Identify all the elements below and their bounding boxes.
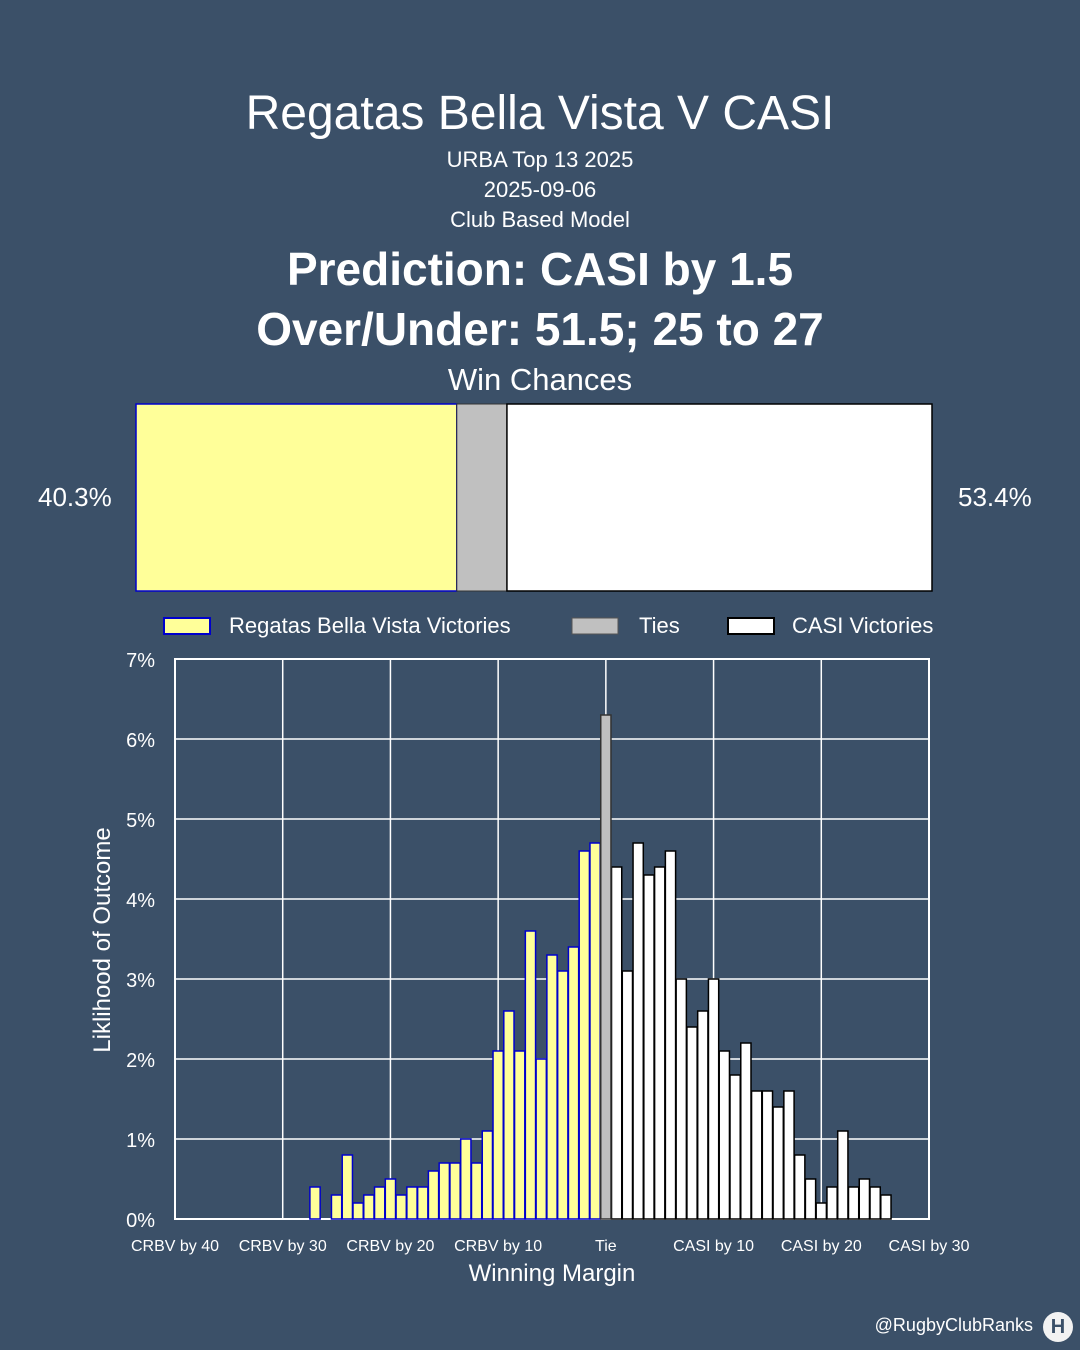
page-title: Regatas Bella Vista V CASI — [245, 87, 835, 140]
bar-away — [847, 1186, 860, 1220]
x-tick-label: CASI by 30 — [889, 1238, 970, 1255]
x-tick-label: CRBV by 40 — [131, 1238, 219, 1255]
bar-home — [524, 930, 537, 1220]
model-label: Club Based Model — [450, 207, 630, 232]
bar-home — [330, 1194, 343, 1220]
bar-away — [783, 1090, 795, 1220]
x-tick-label: CRBV by 30 — [239, 1238, 327, 1255]
x-tick-label: CRBV by 10 — [454, 1238, 542, 1255]
brand-logo-icon: H — [1043, 1312, 1073, 1342]
bar-away — [772, 1106, 785, 1220]
legend-swatch-tie — [571, 617, 619, 635]
bar-home — [503, 1010, 515, 1220]
bar-away — [740, 1042, 752, 1220]
bar-home — [492, 1050, 505, 1220]
bar-home — [416, 1186, 429, 1220]
bar-away — [610, 866, 623, 1220]
y-tick-label: 3% — [126, 970, 155, 992]
x-tick-label: CASI by 10 — [673, 1238, 754, 1255]
bar-home — [449, 1162, 461, 1220]
bar-home — [438, 1162, 451, 1220]
bar-away — [880, 1194, 892, 1220]
y-tick-label: 0% — [126, 1210, 155, 1232]
legend-swatch-away — [727, 617, 775, 635]
competition-label: URBA Top 13 2025 — [446, 147, 634, 172]
bar-home — [363, 1194, 375, 1220]
x-axis-label: Winning Margin — [469, 1260, 636, 1287]
win-bar-home — [135, 403, 458, 592]
bar-home — [470, 1162, 483, 1220]
bar-home — [513, 1050, 526, 1220]
bar-away — [696, 1010, 709, 1220]
bar-away — [621, 970, 634, 1220]
legend: Regatas Bella Vista Victories Ties CASI … — [163, 613, 933, 638]
legend-swatch-home — [163, 617, 211, 635]
bar-away — [761, 1090, 774, 1220]
bar-away — [643, 874, 655, 1220]
bar-away — [675, 978, 688, 1220]
bar-away — [793, 1154, 806, 1220]
win-bar-tie — [456, 403, 508, 592]
bar-home — [556, 970, 569, 1220]
bar-tie — [599, 714, 612, 1220]
bar-away — [858, 1178, 871, 1220]
prediction-text: Prediction: CASI by 1.5 — [286, 243, 794, 295]
bar-away — [826, 1186, 838, 1220]
y-tick-label: 4% — [126, 890, 155, 912]
away-win-percent: 53.4% — [958, 482, 1032, 512]
win-chances-bar — [135, 403, 933, 592]
twitter-handle: @RugbyClubRanks — [874, 1315, 1033, 1335]
bar-home — [535, 1058, 548, 1220]
bar-away — [664, 850, 677, 1220]
bar-home — [384, 1178, 397, 1220]
y-axis-label: Liklihood of Outcome — [89, 827, 116, 1052]
match-date: 2025-09-06 — [483, 177, 597, 202]
x-tick-label: CASI by 20 — [781, 1238, 862, 1255]
bar-home — [567, 946, 580, 1220]
bar-away — [707, 978, 720, 1220]
legend-label-tie: Ties — [639, 613, 680, 638]
bar-away — [836, 1130, 849, 1220]
y-tick-label: 5% — [126, 810, 155, 832]
bar-home — [373, 1186, 386, 1220]
bar-home — [481, 1130, 494, 1220]
bar-home — [578, 850, 591, 1220]
bar-home — [395, 1194, 408, 1220]
bar-home — [589, 842, 601, 1220]
legend-label-away: CASI Victories — [792, 613, 933, 638]
win-chances-title: Win Chances — [447, 362, 633, 397]
win-bar-away — [506, 403, 933, 592]
y-tick-label: 2% — [126, 1050, 155, 1072]
bar-away — [804, 1178, 817, 1220]
home-win-percent: 40.3% — [38, 482, 112, 512]
bar-away — [815, 1202, 828, 1220]
y-tick-label: 1% — [126, 1130, 155, 1152]
bar-away — [729, 1074, 741, 1220]
x-tick-label: Tie — [595, 1238, 617, 1255]
over-under-text: Over/Under: 51.5; 25 to 27 — [256, 303, 824, 355]
margin-plot: CRBV by 40 CRBV by 30 CRBV by 20 CRBV by 10… — [126, 650, 969, 1255]
bar-home — [406, 1186, 418, 1220]
y-tick-label: 7% — [126, 650, 155, 672]
x-tick-label: CRBV by 20 — [346, 1238, 434, 1255]
bar-away — [653, 866, 666, 1220]
bar-home — [427, 1170, 440, 1220]
legend-label-home: Regatas Bella Vista Victories — [229, 613, 511, 638]
bar-away — [718, 1050, 731, 1220]
bar-away — [750, 1090, 763, 1220]
bar-home — [309, 1186, 321, 1220]
bar-away — [686, 1026, 698, 1220]
bar-home — [546, 954, 558, 1220]
bar-away — [869, 1186, 882, 1220]
bar-home — [341, 1154, 354, 1220]
y-tick-label: 6% — [126, 730, 155, 752]
bar-home — [352, 1202, 364, 1220]
bar-home — [459, 1138, 472, 1220]
bar-away — [632, 842, 645, 1220]
